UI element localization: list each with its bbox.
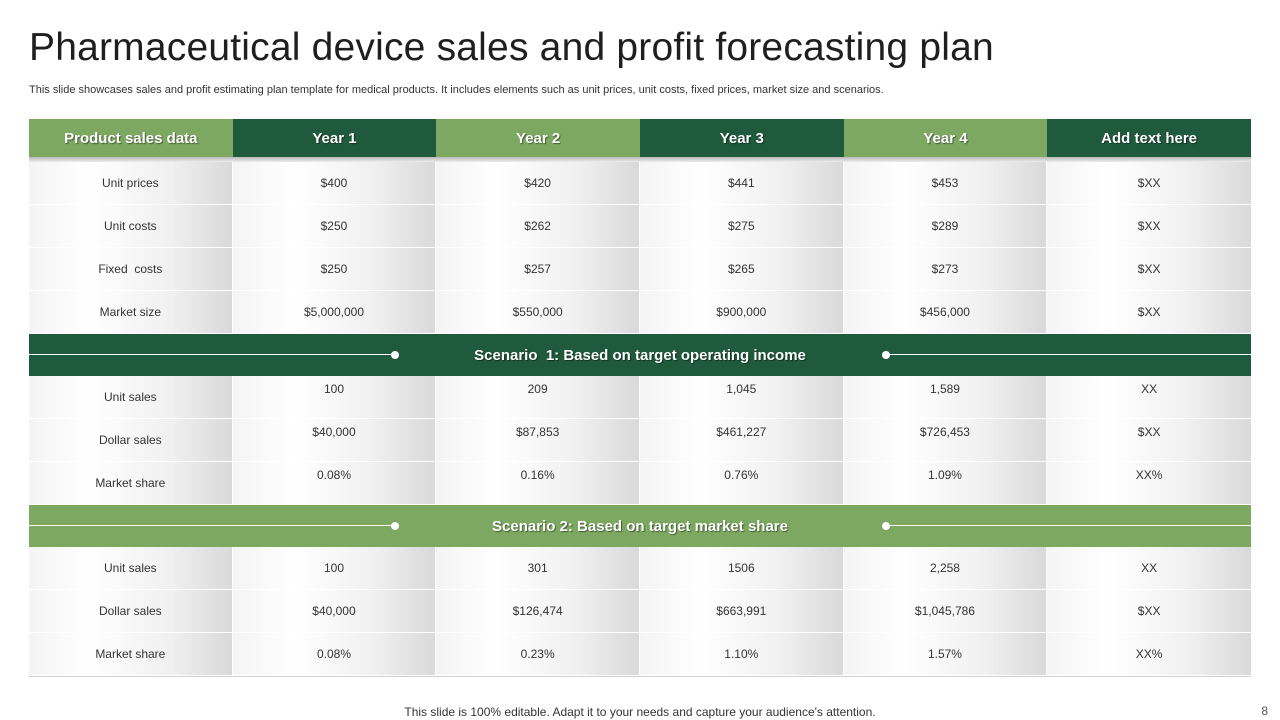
table-cell: $663,991 xyxy=(639,590,844,632)
table-row: Unit costs $250 $262 $275 $289 $XX xyxy=(29,205,1251,248)
table-cell: $XX xyxy=(1047,205,1251,247)
header-year-2: Year 2 xyxy=(436,119,640,157)
table-cell: $461,227 xyxy=(639,419,844,461)
table-cell: $40,000 xyxy=(232,419,437,461)
table-cell: $XX xyxy=(1047,590,1251,632)
row-label: Market share xyxy=(29,462,233,504)
table-cell: $289 xyxy=(843,205,1048,247)
table-cell: 1.09% xyxy=(843,462,1048,504)
table-cell: 0.08% xyxy=(232,462,437,504)
table-cell: 0.16% xyxy=(436,462,640,504)
table-cell: 1,589 xyxy=(843,376,1048,418)
header-year-4: Year 4 xyxy=(843,119,1048,157)
row-label: Unit prices xyxy=(29,162,233,204)
slide-title: Pharmaceutical device sales and profit f… xyxy=(29,26,994,69)
table-row: Unit sales 100 209 1,045 1,589 XX xyxy=(29,376,1251,419)
page-number: 8 xyxy=(1261,704,1268,718)
banner-line-right xyxy=(886,354,1251,355)
table-cell: $441 xyxy=(639,162,844,204)
header-add-text: Add text here xyxy=(1047,119,1251,157)
table-header-row: Product sales data Year 1 Year 2 Year 3 … xyxy=(29,119,1251,157)
row-label: Unit sales xyxy=(29,547,233,589)
table-cell: $265 xyxy=(639,248,844,290)
header-product-sales-data: Product sales data xyxy=(29,119,233,157)
table-row: Fixed costs $250 $257 $265 $273 $XX xyxy=(29,248,1251,291)
table-row: Market size $5,000,000 $550,000 $900,000… xyxy=(29,291,1251,334)
banner-dot-right xyxy=(882,351,890,359)
table-cell: 1,045 xyxy=(639,376,844,418)
table-cell: $257 xyxy=(436,248,640,290)
row-label: Unit sales xyxy=(29,376,233,418)
table-row: Market share 0.08% 0.23% 1.10% 1.57% XX% xyxy=(29,633,1251,676)
banner-dot-right xyxy=(882,522,890,530)
table-cell: 1506 xyxy=(639,547,844,589)
table-cell: $250 xyxy=(232,248,437,290)
table-row: Unit prices $400 $420 $441 $453 $XX xyxy=(29,162,1251,205)
table-cell: 0.76% xyxy=(639,462,844,504)
banner-line-right xyxy=(886,525,1251,526)
header-year-1: Year 1 xyxy=(232,119,437,157)
table-row: Dollar sales $40,000 $87,853 $461,227 $7… xyxy=(29,419,1251,462)
table-cell: XX% xyxy=(1047,633,1251,675)
table-row: Unit sales 100 301 1506 2,258 XX xyxy=(29,547,1251,590)
table-cell: 209 xyxy=(436,376,640,418)
header-divider xyxy=(29,157,1251,162)
table-cell: $420 xyxy=(436,162,640,204)
row-label: Market share xyxy=(29,633,233,675)
row-label: Market size xyxy=(29,291,233,333)
banner-dot-left xyxy=(391,522,399,530)
banner-line-left xyxy=(29,354,395,355)
table-cell: $900,000 xyxy=(639,291,844,333)
slide-footer: This slide is 100% editable. Adapt it to… xyxy=(404,705,876,719)
table-cell: $400 xyxy=(232,162,437,204)
table-cell: $40,000 xyxy=(232,590,437,632)
table-cell: XX xyxy=(1047,547,1251,589)
table-cell: $550,000 xyxy=(436,291,640,333)
table-cell: 0.23% xyxy=(436,633,640,675)
table-cell: 301 xyxy=(436,547,640,589)
table-cell: $XX xyxy=(1047,291,1251,333)
header-year-3: Year 3 xyxy=(639,119,844,157)
table-cell: $262 xyxy=(436,205,640,247)
table-cell: 1.10% xyxy=(639,633,844,675)
scenario-1-banner: Scenario 1: Based on target operating in… xyxy=(29,334,1251,376)
table-cell: 100 xyxy=(232,547,437,589)
scenario-2-banner: Scenario 2: Based on target market share xyxy=(29,505,1251,547)
row-label: Dollar sales xyxy=(29,590,233,632)
table-cell: $5,000,000 xyxy=(232,291,437,333)
table-cell: 100 xyxy=(232,376,437,418)
table-cell: $XX xyxy=(1047,419,1251,461)
table-cell: $XX xyxy=(1047,248,1251,290)
banner-dot-left xyxy=(391,351,399,359)
scenario-1-title: Scenario 1: Based on target operating in… xyxy=(474,346,806,364)
table-cell: $275 xyxy=(639,205,844,247)
table-cell: $456,000 xyxy=(843,291,1048,333)
table-cell: $726,453 xyxy=(843,419,1048,461)
row-label: Fixed costs xyxy=(29,248,233,290)
table-cell: 1.57% xyxy=(843,633,1048,675)
table-row: Market share 0.08% 0.16% 0.76% 1.09% XX% xyxy=(29,462,1251,505)
table-cell: $XX xyxy=(1047,162,1251,204)
table-row: Dollar sales $40,000 $126,474 $663,991 $… xyxy=(29,590,1251,633)
table-cell: 2,258 xyxy=(843,547,1048,589)
table-cell: $453 xyxy=(843,162,1048,204)
row-label: Dollar sales xyxy=(29,419,233,461)
table-cell: 0.08% xyxy=(232,633,437,675)
table-cell: $126,474 xyxy=(436,590,640,632)
table-cell: $273 xyxy=(843,248,1048,290)
forecast-table: Product sales data Year 1 Year 2 Year 3 … xyxy=(29,119,1251,677)
banner-line-left xyxy=(29,525,395,526)
table-cell: $250 xyxy=(232,205,437,247)
table-cell: XX xyxy=(1047,376,1251,418)
table-cell: $1,045,786 xyxy=(843,590,1048,632)
table-cell: XX% xyxy=(1047,462,1251,504)
slide-subtitle: This slide showcases sales and profit es… xyxy=(29,84,884,96)
row-label: Unit costs xyxy=(29,205,233,247)
scenario-2-title: Scenario 2: Based on target market share xyxy=(492,517,788,535)
table-cell: $87,853 xyxy=(436,419,640,461)
table-bottom-border xyxy=(29,676,1251,677)
